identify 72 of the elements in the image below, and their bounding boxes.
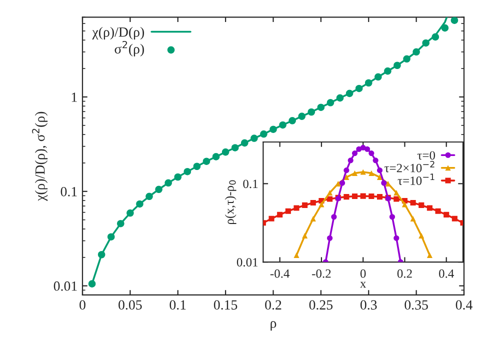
point xyxy=(426,252,432,258)
point xyxy=(381,180,387,186)
point xyxy=(268,216,274,222)
point xyxy=(410,216,416,222)
y-tick-label: 0.01 xyxy=(54,281,77,291)
point xyxy=(444,212,450,218)
point xyxy=(294,205,300,211)
point xyxy=(450,17,458,24)
point xyxy=(418,232,424,238)
point xyxy=(352,193,358,200)
point xyxy=(376,168,383,174)
x-tick-label: 0.2 xyxy=(265,300,282,310)
point xyxy=(368,150,374,156)
point xyxy=(376,194,383,200)
y-axis-title: χ(ρ)/D(ρ), σ$^{2}$(ρ) xyxy=(32,112,48,202)
x-axis-title: ρ xyxy=(270,321,276,331)
point xyxy=(360,193,366,199)
legend-label: τ=10$^{−1}$ xyxy=(398,174,434,185)
x-tick-label: 0.25 xyxy=(309,300,333,310)
point xyxy=(364,146,370,152)
x-axis-title: x xyxy=(360,282,366,288)
point xyxy=(368,193,374,200)
point xyxy=(344,194,350,200)
point xyxy=(285,208,291,214)
point xyxy=(452,216,458,222)
point xyxy=(435,208,441,214)
point xyxy=(389,214,396,220)
y-tick-label: 0.01 xyxy=(236,258,258,267)
x-tick-label: -0.2 xyxy=(312,269,331,278)
legend-label: τ=2×10$^{−2}$ xyxy=(384,160,434,172)
x-tick-label: -0.4 xyxy=(270,269,290,278)
x-tick-label: 0.4 xyxy=(456,300,472,310)
y-tick-label: 0.1 xyxy=(60,186,77,196)
point xyxy=(402,202,408,208)
point xyxy=(344,174,350,180)
point xyxy=(426,205,432,211)
x-tick-label: 0.4 xyxy=(439,269,454,278)
x-tick-label: 0.15 xyxy=(214,300,238,310)
legend-label: χ(ρ)/D(ρ) xyxy=(92,26,144,40)
x-tick-label: 0.3 xyxy=(360,300,377,310)
point xyxy=(327,190,333,196)
point xyxy=(331,214,337,220)
point xyxy=(327,196,333,202)
point xyxy=(394,196,400,202)
point xyxy=(340,180,346,186)
point xyxy=(302,202,308,208)
point xyxy=(294,252,300,258)
point xyxy=(394,190,400,196)
point xyxy=(302,232,308,238)
point xyxy=(310,216,316,222)
legend-label: τ=0 xyxy=(417,151,436,160)
x-tick-label: 0 xyxy=(360,269,366,278)
point xyxy=(368,170,374,176)
y-axis-title: ρ(x,τ)-ρ$_{0}$ xyxy=(224,180,236,224)
point xyxy=(344,168,350,174)
point xyxy=(394,235,400,241)
y-tick-label: 1 xyxy=(72,92,77,102)
point xyxy=(310,200,316,206)
point xyxy=(327,235,333,241)
point xyxy=(348,158,354,164)
point xyxy=(372,158,378,164)
x-tick-label: 0.35 xyxy=(404,300,428,310)
point xyxy=(410,200,416,206)
point xyxy=(352,150,358,156)
point xyxy=(277,212,283,218)
legend-label: σ$^{2}$(ρ) xyxy=(114,40,144,56)
x-tick-label: 0.2 xyxy=(397,269,412,278)
x-tick-label: 0 xyxy=(80,300,86,310)
x-tick-label: 0.1 xyxy=(170,300,186,310)
x-tick-label: 0.05 xyxy=(118,300,142,310)
point xyxy=(418,202,424,208)
point xyxy=(352,170,358,176)
